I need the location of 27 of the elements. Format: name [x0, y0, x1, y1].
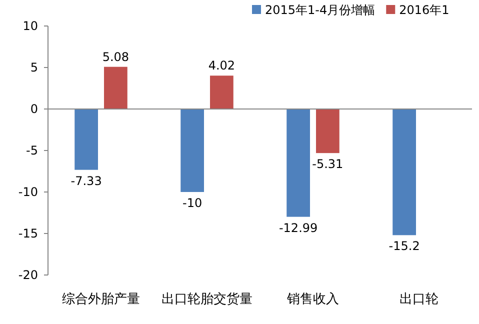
y-tick-label: 0: [30, 102, 38, 116]
data-label: 4.02: [208, 58, 236, 73]
x-tick-label: 综合外胎产量: [62, 292, 140, 307]
y-tick-label: 10: [22, 19, 38, 33]
data-label: 5.08: [102, 50, 130, 64]
y-tick-label: -15: [18, 226, 38, 240]
legend-label: 2016年1: [399, 3, 450, 17]
legend-label: 2015年1-4月份增幅: [265, 3, 376, 17]
y-tick-label: 5: [30, 60, 38, 74]
bar: [392, 109, 416, 236]
data-label: -7.33: [70, 174, 102, 188]
bar: [104, 66, 128, 109]
x-tick-label: 销售收入: [286, 292, 339, 307]
bar: [286, 109, 310, 217]
bar: [180, 109, 204, 192]
data-label: -12.99: [278, 220, 318, 235]
bar: [74, 109, 98, 170]
x-tick-label: 出口轮胎交货量: [162, 291, 252, 307]
data-label: -10: [182, 196, 202, 210]
x-tick-label: 出口轮: [400, 292, 438, 307]
data-label: -5.31: [312, 157, 344, 172]
y-tick-label: -20: [18, 268, 38, 282]
bar: [316, 109, 340, 154]
data-label: -15.2: [388, 239, 420, 254]
y-tick-label: -5: [26, 144, 38, 158]
bar: [210, 76, 234, 109]
y-tick-label: -10: [18, 185, 38, 199]
